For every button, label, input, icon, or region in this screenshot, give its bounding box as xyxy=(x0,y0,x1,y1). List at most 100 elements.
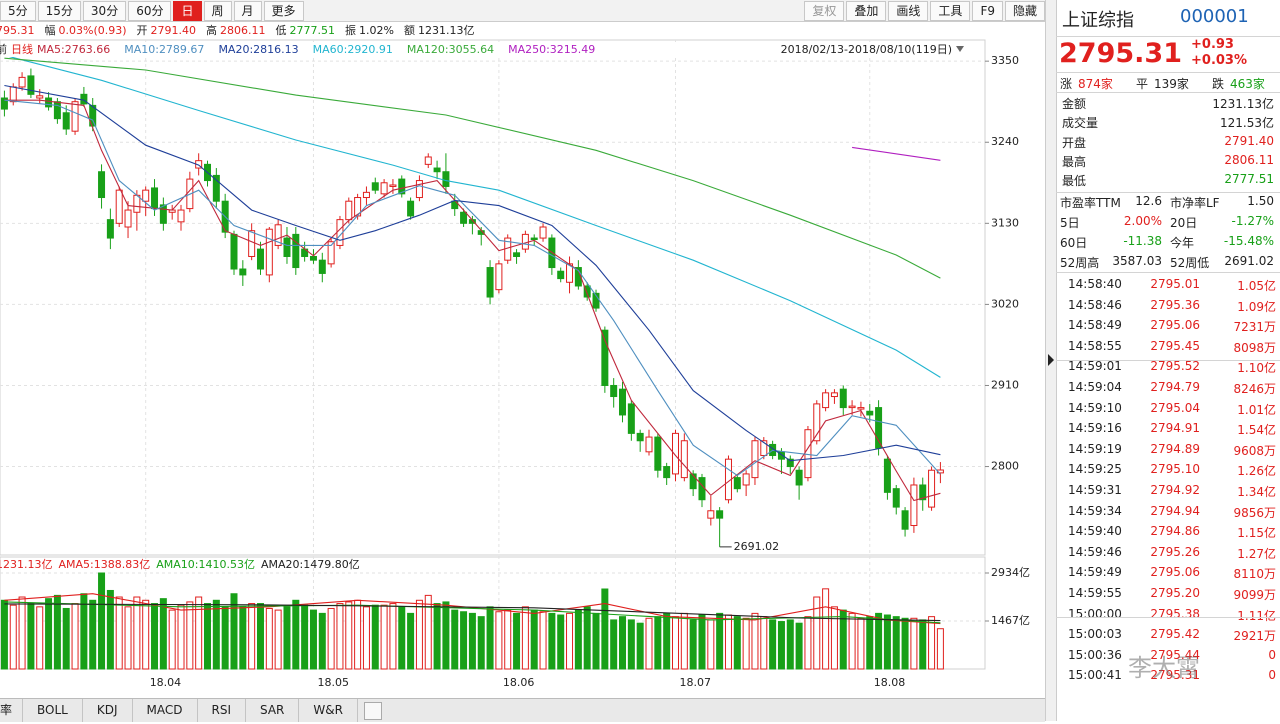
info-value: 2791.40 xyxy=(151,24,197,37)
period-button[interactable]: 周 xyxy=(203,1,232,21)
stat-label: 成交量 xyxy=(1062,116,1099,131)
tick-time: 14:59:16 xyxy=(1068,421,1122,436)
y-tick-label: 2934亿 xyxy=(991,566,1030,579)
volume-bar xyxy=(477,616,485,670)
candle-body xyxy=(742,473,750,486)
tool-button[interactable]: 叠加 xyxy=(846,1,887,21)
separator xyxy=(1056,360,1280,361)
period-button[interactable]: 30分 xyxy=(82,1,127,21)
volume-bar xyxy=(442,601,450,670)
candle-body xyxy=(760,440,768,456)
period-button[interactable]: 5分 xyxy=(0,1,36,21)
volume-bar xyxy=(707,619,715,670)
x-tick-label: 18.08 xyxy=(874,676,906,689)
candle-body xyxy=(142,189,150,202)
period-button[interactable]: 60分 xyxy=(128,1,172,21)
tick-time: 14:59:49 xyxy=(1068,565,1122,580)
volume-bar xyxy=(212,599,220,670)
volume-bar xyxy=(151,603,159,670)
tick-price: 2795.36 xyxy=(1150,297,1200,312)
volume-bar xyxy=(504,609,512,670)
volume-bar xyxy=(9,604,17,670)
stat-value: 2777.51 xyxy=(1224,172,1274,187)
indicator-tab[interactable]: 率 xyxy=(0,699,24,722)
tick-time: 14:59:01 xyxy=(1068,359,1122,374)
breadth-label: 涨 xyxy=(1060,77,1073,91)
volume-bar xyxy=(177,604,185,670)
tick-time: 14:58:40 xyxy=(1068,277,1122,291)
candle-body xyxy=(733,477,741,490)
candle-body xyxy=(442,171,450,187)
valuation-label: 今年 xyxy=(1170,236,1195,250)
tick-time: 15:00:00 xyxy=(1068,606,1122,621)
tick-volume: 1.05亿 xyxy=(1237,279,1276,293)
index-name: 上证综指 xyxy=(1062,10,1134,31)
candle-body xyxy=(663,466,671,479)
tick-time: 15:00:36 xyxy=(1068,647,1122,662)
tick-price: 2795.10 xyxy=(1150,462,1200,477)
candle-body xyxy=(327,241,335,265)
candle-body xyxy=(389,184,397,187)
tick-price: 2795.31 xyxy=(1150,668,1200,683)
candle-body xyxy=(80,93,88,105)
volume-bar xyxy=(848,612,856,670)
tick-volume: 8246万 xyxy=(1233,382,1276,396)
candle-body xyxy=(795,469,803,486)
tick-volume: 8110万 xyxy=(1233,567,1276,582)
info-label: 幅 xyxy=(45,24,56,37)
candle-body xyxy=(539,226,547,239)
tick-time: 15:00:03 xyxy=(1068,627,1122,642)
volume-bar xyxy=(680,612,688,670)
y-tick-label: 2800 xyxy=(991,460,1019,473)
info-value: 2777.51 xyxy=(290,24,336,37)
indicator-tab[interactable]: W&R xyxy=(299,699,358,722)
indicator-tab[interactable]: SAR xyxy=(246,699,300,722)
ma-line xyxy=(4,601,941,624)
add-tab[interactable] xyxy=(363,702,382,720)
toolbar: 5分 15分 30分 60分日周月更多 复权 叠加 画线 工具 F9 隐藏 xyxy=(0,0,1045,22)
candle-body xyxy=(822,392,830,409)
legend-entry: MA120:3055.64 xyxy=(407,43,494,56)
stat-value: 1231.13亿 xyxy=(1212,97,1274,111)
tool-button[interactable]: 隐藏 xyxy=(1004,1,1045,21)
candle-body xyxy=(265,228,273,276)
breadth-label: 平 xyxy=(1136,77,1149,91)
indicator-tab[interactable]: BOLL xyxy=(23,699,83,722)
volume-bar xyxy=(698,614,706,670)
valuation-label: 20日 xyxy=(1170,216,1198,230)
candle-body xyxy=(98,171,106,199)
period-button[interactable]: 更多 xyxy=(263,1,304,21)
tool-button[interactable]: 工具 xyxy=(930,1,971,21)
tick-time: 14:59:46 xyxy=(1068,544,1122,559)
indicator-tab[interactable]: KDJ xyxy=(83,699,133,722)
info-label: 振 xyxy=(345,23,356,37)
indicator-tab[interactable]: MACD xyxy=(133,699,198,722)
period-button[interactable]: 15分 xyxy=(37,1,81,21)
volume-bar xyxy=(424,594,432,670)
volume-bar xyxy=(468,612,476,670)
candle-body xyxy=(751,440,759,479)
y-tick-label: 3240 xyxy=(991,135,1019,148)
candle-body xyxy=(583,285,591,298)
valuation-label: 市盈率TTM xyxy=(1060,196,1121,210)
volume-bar xyxy=(221,606,229,670)
period-button[interactable]: 日 xyxy=(173,1,202,21)
indicator-tab[interactable]: RSI xyxy=(198,699,246,722)
volume-bar xyxy=(168,609,176,670)
tool-button[interactable]: F9 xyxy=(972,1,1003,21)
volume-bar xyxy=(716,612,724,670)
volume-bar xyxy=(159,598,167,670)
candle-body xyxy=(415,180,423,199)
tool-button[interactable]: 画线 xyxy=(888,1,929,21)
volume-bar xyxy=(769,619,777,670)
tool-button[interactable]: 复权 xyxy=(804,1,845,21)
tick-volume: 1.15亿 xyxy=(1237,526,1276,541)
tick-volume: 1.09亿 xyxy=(1237,299,1276,314)
period-button[interactable]: 月 xyxy=(233,1,262,21)
volume-bar xyxy=(45,598,53,670)
candle-body xyxy=(848,405,856,409)
ma-line xyxy=(4,54,941,378)
tick-volume: 1.27亿 xyxy=(1237,546,1276,561)
tick-price: 2795.01 xyxy=(1150,277,1200,291)
info-value: 2806.11 xyxy=(220,24,266,37)
